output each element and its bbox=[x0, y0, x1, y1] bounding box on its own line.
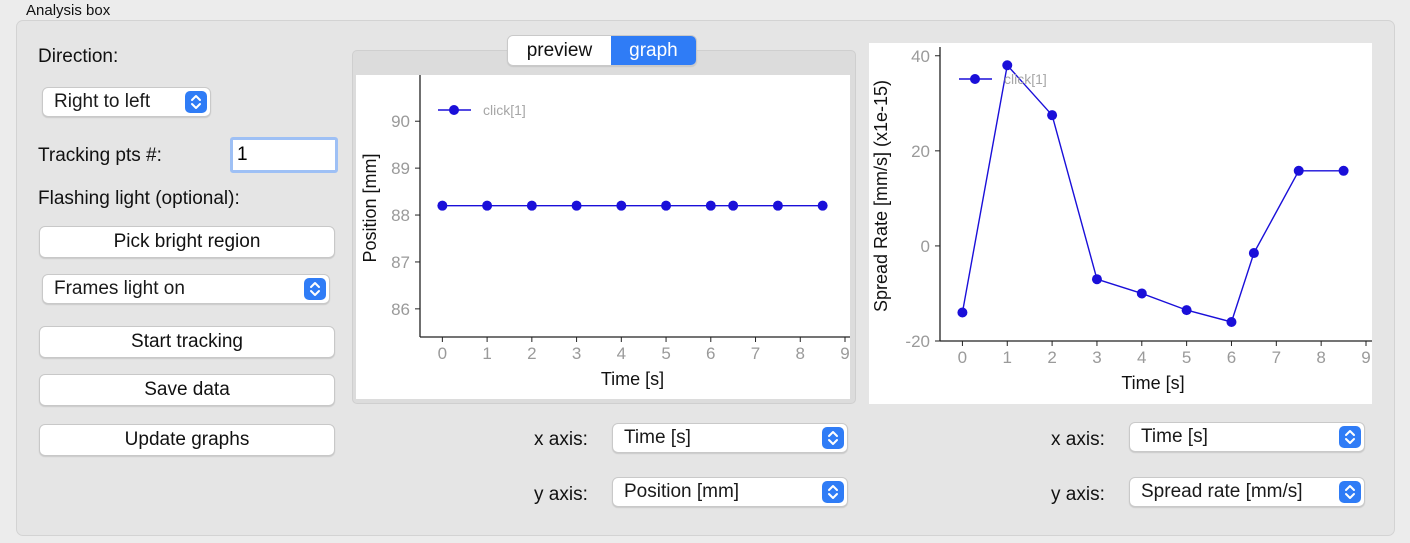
right-x-axis-label: x axis: bbox=[1051, 429, 1105, 450]
data-point bbox=[1002, 60, 1013, 71]
spread-rate-chart: 0 1 2 3 4 5 6 7 8 9 -20 0 20 40 Time [s] Spread Rate [m… bbox=[871, 47, 1376, 393]
data-point bbox=[1226, 316, 1237, 327]
x-tick-label: 1 bbox=[1003, 348, 1012, 367]
data-point bbox=[616, 200, 627, 211]
right-y-axis-value: Spread rate [mm/s] bbox=[1141, 481, 1303, 502]
direction-select-value: Right to left bbox=[54, 91, 151, 112]
chevron-updown-icon bbox=[1339, 481, 1361, 503]
legend-marker bbox=[449, 105, 459, 115]
chevron-updown-icon bbox=[1339, 426, 1361, 448]
y-tick-label: -20 bbox=[905, 332, 930, 351]
data-point bbox=[1248, 248, 1259, 259]
tracking-pts-label: Tracking pts #: bbox=[38, 145, 162, 166]
direction-label: Direction: bbox=[38, 46, 119, 67]
right-x-axis-value: Time [s] bbox=[1141, 426, 1208, 447]
x-tick-label: 2 bbox=[1047, 348, 1056, 367]
x-tick-label: 8 bbox=[796, 344, 805, 363]
y-tick-label: 0 bbox=[921, 237, 930, 256]
y-axis-title: Position [mm] bbox=[360, 153, 380, 262]
update-graphs-button[interactable]: Update graphs bbox=[39, 424, 335, 456]
legend-label: click[1] bbox=[1004, 71, 1047, 87]
x-tick-label: 5 bbox=[1182, 348, 1191, 367]
frames-light-select-value: Frames light on bbox=[54, 278, 185, 299]
x-tick-label: 9 bbox=[1361, 348, 1370, 367]
data-point bbox=[817, 200, 828, 211]
y-tick-label: 89 bbox=[391, 159, 410, 178]
y-tick-label: 90 bbox=[391, 112, 410, 131]
chevron-updown-icon bbox=[304, 278, 326, 300]
left-x-axis-select[interactable]: Time [s] bbox=[612, 423, 848, 453]
frames-light-select[interactable]: Frames light on bbox=[42, 274, 330, 304]
pick-bright-region-button[interactable]: Pick bright region bbox=[39, 226, 335, 258]
x-tick-label: 6 bbox=[1227, 348, 1236, 367]
x-tick-label: 0 bbox=[958, 348, 967, 367]
legend-label: click[1] bbox=[483, 102, 526, 118]
flashing-light-label: Flashing light (optional): bbox=[38, 188, 240, 209]
data-point bbox=[1136, 288, 1147, 299]
group-box-title: Analysis box bbox=[26, 2, 111, 19]
right-y-axis-label: y axis: bbox=[1051, 484, 1105, 505]
tab-bar: preview graph bbox=[507, 35, 697, 66]
x-tick-label: 4 bbox=[617, 344, 626, 363]
legend-marker bbox=[970, 74, 980, 84]
data-point bbox=[1047, 110, 1058, 121]
y-tick-label: 20 bbox=[911, 142, 930, 161]
left-y-axis-label: y axis: bbox=[534, 484, 588, 505]
data-point bbox=[705, 200, 716, 211]
data-point bbox=[957, 307, 968, 318]
left-y-axis-value: Position [mm] bbox=[624, 481, 740, 502]
left-x-axis-label: x axis: bbox=[534, 429, 588, 450]
x-tick-label: 6 bbox=[706, 344, 715, 363]
x-axis-title: Time [s] bbox=[601, 369, 664, 389]
direction-select[interactable]: Right to left bbox=[42, 87, 211, 117]
x-tick-label: 3 bbox=[1092, 348, 1101, 367]
y-tick-label: 88 bbox=[391, 206, 410, 225]
x-tick-label: 3 bbox=[572, 344, 581, 363]
position-chart-area: 0 1 2 3 4 5 6 7 8 9 86 87 88 89 90 Time [s] Position [mm… bbox=[356, 75, 855, 399]
x-tick-label: 8 bbox=[1316, 348, 1325, 367]
left-x-axis-value: Time [s] bbox=[624, 427, 691, 448]
x-tick-label: 0 bbox=[438, 344, 447, 363]
x-tick-label: 1 bbox=[482, 344, 491, 363]
left-y-axis-select[interactable]: Position [mm] bbox=[612, 477, 848, 507]
x-tick-label: 2 bbox=[527, 344, 536, 363]
y-tick-label: 86 bbox=[391, 300, 410, 319]
x-tick-label: 7 bbox=[751, 344, 760, 363]
x-tick-label: 4 bbox=[1137, 348, 1146, 367]
tab-preview[interactable]: preview bbox=[508, 36, 611, 65]
tracking-pts-input[interactable] bbox=[230, 137, 338, 173]
series-line bbox=[961, 63, 1344, 323]
data-point bbox=[772, 200, 783, 211]
y-axis-title: Spread Rate [mm/s] (x1e-15) bbox=[871, 80, 891, 312]
chevron-updown-icon bbox=[822, 427, 844, 449]
data-point bbox=[1181, 305, 1192, 316]
data-point bbox=[482, 200, 493, 211]
x-tick-label: 9 bbox=[840, 344, 849, 363]
y-tick-label: 87 bbox=[391, 253, 410, 272]
y-tick-label: 40 bbox=[911, 47, 930, 66]
x-tick-label: 5 bbox=[661, 344, 670, 363]
data-point bbox=[1338, 165, 1349, 176]
data-point bbox=[437, 200, 448, 211]
data-point bbox=[661, 200, 672, 211]
right-x-axis-select[interactable]: Time [s] bbox=[1129, 422, 1365, 452]
data-point bbox=[1091, 274, 1102, 285]
chevron-updown-icon bbox=[822, 481, 844, 503]
start-tracking-button[interactable]: Start tracking bbox=[39, 326, 335, 358]
x-tick-label: 7 bbox=[1272, 348, 1281, 367]
chevron-updown-icon bbox=[185, 91, 207, 113]
save-data-button[interactable]: Save data bbox=[39, 374, 335, 406]
x-axis-title: Time [s] bbox=[1121, 373, 1184, 393]
data-point bbox=[728, 200, 739, 211]
data-point bbox=[571, 200, 582, 211]
right-y-axis-select[interactable]: Spread rate [mm/s] bbox=[1129, 477, 1365, 507]
data-point bbox=[1293, 165, 1304, 176]
spread-rate-chart-area: 0 1 2 3 4 5 6 7 8 9 -20 0 20 40 Time [s] Spread Rate [m… bbox=[869, 43, 1376, 404]
tab-graph[interactable]: graph bbox=[610, 36, 696, 65]
data-point bbox=[526, 200, 537, 211]
